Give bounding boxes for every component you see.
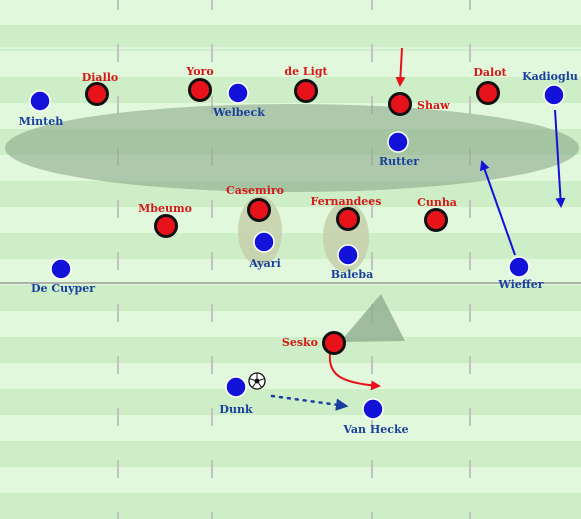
player-sesko: Sesko xyxy=(282,331,346,355)
player-marker-sesko xyxy=(322,331,346,355)
player-label-cunha: Cunha xyxy=(417,196,457,209)
player-van-hecke: Van Hecke xyxy=(342,398,409,436)
player-yoro: Yoro xyxy=(185,65,214,102)
sesko-arrow xyxy=(328,353,381,391)
player-marker-van-hecke xyxy=(362,398,384,420)
defensive-line-zone xyxy=(5,104,579,192)
player-label-dalot: Dalot xyxy=(473,66,507,79)
soccer-ball-icon xyxy=(248,372,266,390)
player-marker-wieffer xyxy=(508,256,530,278)
player-label-baleba: Baleba xyxy=(331,268,373,281)
player-marker-de-ligt xyxy=(294,79,318,103)
player-label-van-hecke: Van Hecke xyxy=(342,423,408,436)
kadioglu-arrow xyxy=(554,109,566,208)
player-fernandees: Fernandees xyxy=(310,195,382,231)
player-marker-cunha xyxy=(424,208,448,232)
player-label-wieffer: Wieffer xyxy=(497,278,543,291)
player-ayari: Ayari xyxy=(248,231,281,270)
player-marker-dunk xyxy=(225,376,247,398)
player-de-ligt: de Ligt xyxy=(284,65,329,103)
wieffer-arrow xyxy=(479,160,516,256)
player-minteh: Minteh xyxy=(19,90,63,128)
player-label-rutter: Rutter xyxy=(379,155,419,168)
player-label-de-ligt: de Ligt xyxy=(284,65,328,78)
player-label-mbeumo: Mbeumo xyxy=(138,202,192,215)
player-marker-mbeumo xyxy=(154,214,178,238)
player-marker-ayari xyxy=(253,231,275,253)
player-label-dunk: Dunk xyxy=(219,403,253,416)
player-marker-casemiro xyxy=(247,198,271,222)
player-label-yoro: Yoro xyxy=(185,65,213,78)
player-baleba: Baleba xyxy=(331,244,373,281)
player-label-kadioglu: Kadioglu xyxy=(522,70,578,83)
player-label-shaw: Shaw xyxy=(417,99,450,112)
player-diallo: Diallo xyxy=(82,71,119,106)
player-label-diallo: Diallo xyxy=(82,71,119,84)
players: Diallo Yoro de Ligt Shaw Dalot Casemiro Fernan… xyxy=(19,65,578,436)
player-marker-rutter xyxy=(387,131,409,153)
player-label-welbeck: Welbeck xyxy=(212,106,265,119)
player-kadioglu: Kadioglu xyxy=(522,70,578,106)
player-welbeck: Welbeck xyxy=(212,82,265,119)
player-label-de-cuyper: De Cuyper xyxy=(31,282,95,295)
player-de-cuyper: De Cuyper xyxy=(31,258,95,295)
cover-shadow-triangle xyxy=(340,294,405,342)
player-marker-dalot xyxy=(476,81,500,105)
player-marker-diallo xyxy=(85,82,109,106)
player-marker-fernandees xyxy=(336,207,360,231)
player-marker-baleba xyxy=(337,244,359,266)
player-label-casemiro: Casemiro xyxy=(226,184,284,197)
player-casemiro: Casemiro xyxy=(226,184,284,222)
player-cunha: Cunha xyxy=(417,196,457,232)
player-dalot: Dalot xyxy=(473,66,508,105)
player-mbeumo: Mbeumo xyxy=(138,202,192,238)
player-label-ayari: Ayari xyxy=(248,257,281,270)
player-dunk: Dunk xyxy=(219,376,253,416)
player-label-minteh: Minteh xyxy=(19,115,63,128)
player-rutter: Rutter xyxy=(379,131,419,168)
player-marker-shaw xyxy=(388,92,412,116)
player-wieffer: Wieffer xyxy=(497,256,544,291)
player-marker-kadioglu xyxy=(543,84,565,106)
player-label-fernandees: Fernandees xyxy=(310,195,381,208)
player-label-sesko: Sesko xyxy=(282,336,318,349)
player-shaw: Shaw xyxy=(388,92,450,116)
player-marker-de-cuyper xyxy=(50,258,72,280)
player-marker-welbeck xyxy=(227,82,249,104)
shaw-arrow xyxy=(395,47,406,87)
player-marker-minteh xyxy=(29,90,51,112)
player-marker-yoro xyxy=(188,78,212,102)
